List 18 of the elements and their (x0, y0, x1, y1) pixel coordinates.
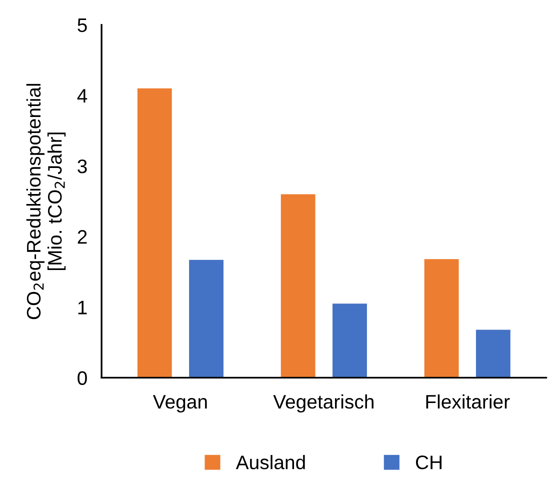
bar (189, 260, 224, 378)
y-tick-label: 3 (78, 159, 87, 174)
bar (424, 259, 459, 378)
x-tick-label: Vegetarisch (273, 394, 374, 413)
legend-label: CH (416, 456, 442, 470)
y-tick-label: 4 (77, 89, 88, 102)
x-tick-label: Vegan (152, 395, 207, 413)
y-tick-label: 1 (78, 300, 87, 314)
y-tick-label: 2 (78, 230, 87, 244)
y-tick-label: 0 (78, 371, 87, 385)
bar (476, 330, 510, 378)
y-axis-title: CO$_{2}$eq-Reduktionspotential [Mio. tCO$_{2}$/Jahr] (26, 84, 66, 320)
bar (280, 194, 316, 378)
bar (332, 304, 367, 378)
bar (137, 88, 172, 378)
y-tick-label: 5 (78, 18, 87, 32)
x-tick-label: Flexitarier (426, 394, 510, 409)
legend-label: Ausland (236, 455, 305, 470)
